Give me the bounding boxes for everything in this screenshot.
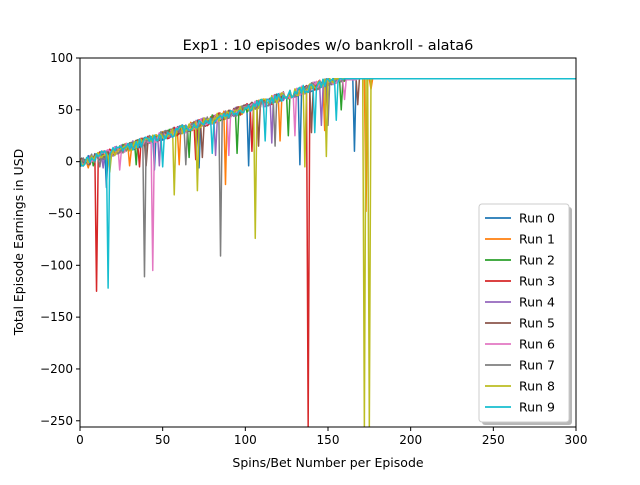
y-tick-label: −250 xyxy=(40,414,73,428)
x-tick-label: 0 xyxy=(76,433,84,447)
x-tick-label: 100 xyxy=(234,433,257,447)
y-tick-label: 50 xyxy=(58,103,73,117)
x-tick-label: 250 xyxy=(482,433,505,447)
y-tick-label: 0 xyxy=(65,155,73,169)
legend-label: Run 8 xyxy=(519,379,555,394)
y-tick-label: −50 xyxy=(48,206,73,220)
legend-label: Run 6 xyxy=(519,337,555,352)
legend-label: Run 0 xyxy=(519,211,555,226)
series-line-run-9 xyxy=(80,77,576,289)
x-tick-label: 150 xyxy=(317,433,340,447)
legend-label: Run 5 xyxy=(519,316,555,331)
legend: Run 0 Run 1 Run 2 Run 3 Run 4 Run 5 Run 6 Run 7… xyxy=(478,203,572,425)
x-axis-label: Spins/Bet Number per Episode xyxy=(232,455,423,470)
legend-label: Run 9 xyxy=(519,400,555,415)
chart-title: Exp1 : 10 episodes w/o bankroll - alata6 xyxy=(183,38,474,54)
legend-label: Run 7 xyxy=(519,358,555,373)
y-tick-label: 100 xyxy=(50,51,73,65)
legend-label: Run 1 xyxy=(519,232,555,247)
legend-label: Run 2 xyxy=(519,253,555,268)
y-axis-label: Total Episode Earnings in USD xyxy=(11,149,26,337)
x-tick-label: 300 xyxy=(565,433,588,447)
legend-box xyxy=(478,203,570,423)
legend-label: Run 4 xyxy=(519,295,555,310)
legend-label: Run 3 xyxy=(519,274,555,289)
y-tick-label: −200 xyxy=(40,362,73,376)
y-tick-label: −150 xyxy=(40,310,73,324)
x-tick-label: 200 xyxy=(399,433,422,447)
y-tick-label: −100 xyxy=(40,258,73,272)
x-tick-label: 50 xyxy=(155,433,170,447)
